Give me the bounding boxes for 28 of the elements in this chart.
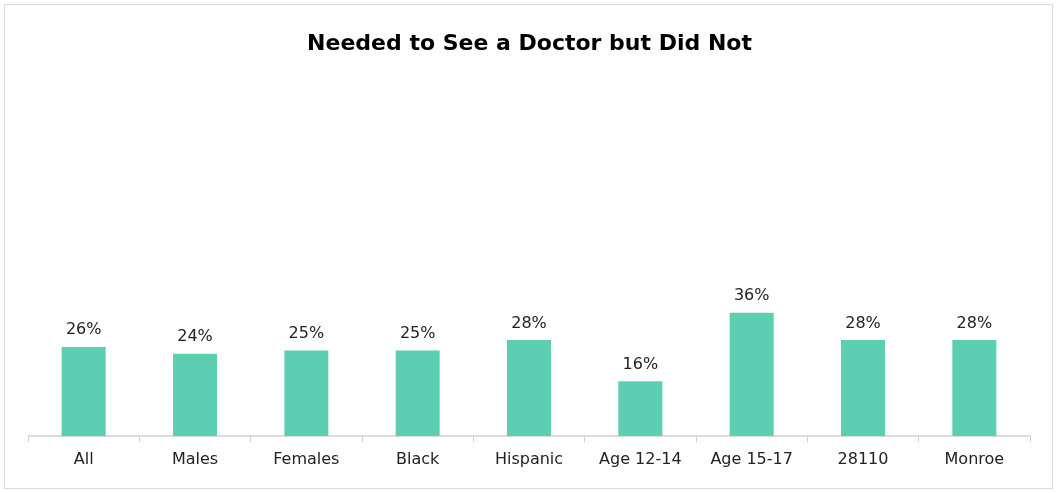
- bar: [507, 340, 551, 436]
- bar: [61, 346, 106, 436]
- bar: [952, 340, 997, 436]
- data-label: 16%: [622, 353, 659, 373]
- x-tick-label: 28110: [837, 448, 889, 468]
- bar: [395, 350, 440, 436]
- data-label: 36%: [733, 285, 770, 305]
- x-tick-label: Age 12-14: [599, 448, 682, 468]
- chart-title: Needed to See a Doctor but Did Not: [307, 29, 753, 55]
- x-tick-label: Monroe: [944, 448, 1005, 468]
- bar: [618, 381, 663, 436]
- bar: [173, 353, 217, 436]
- data-label: 25%: [288, 322, 325, 342]
- bar: [729, 312, 774, 436]
- data-label: 26%: [65, 319, 102, 339]
- data-label: 28%: [845, 312, 881, 332]
- x-tick-label: Males: [171, 448, 219, 468]
- x-tick-label: Hispanic: [494, 448, 564, 468]
- data-label: 28%: [511, 312, 547, 332]
- bar: [284, 350, 329, 436]
- x-tick-label: Black: [396, 448, 441, 468]
- data-label: 24%: [177, 326, 213, 346]
- x-tick-label: Age 15-17: [710, 448, 793, 468]
- data-label: 28%: [956, 312, 993, 332]
- bar: [841, 340, 885, 436]
- x-tick-label: All: [73, 448, 94, 468]
- data-label: 25%: [399, 322, 436, 342]
- x-tick-label: Females: [273, 448, 340, 468]
